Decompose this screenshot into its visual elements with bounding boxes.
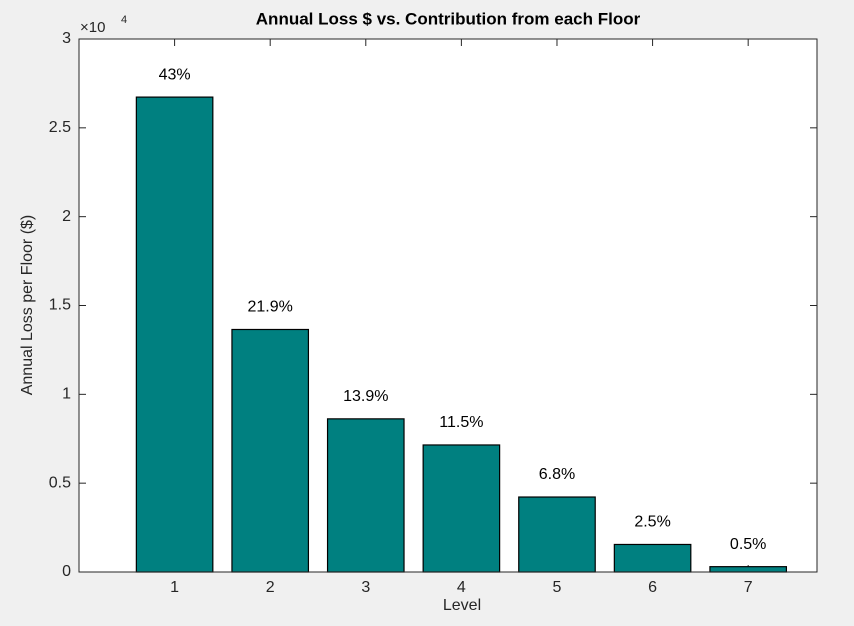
bar-annotation: 21.9%: [248, 299, 293, 316]
y-axis-label: Annual Loss per Floor ($): [19, 215, 36, 396]
y-tick-label: 1: [62, 386, 71, 403]
x-tick-label: 2: [266, 579, 275, 596]
chart-title: Annual Loss $ vs. Contribution from each…: [256, 9, 641, 28]
y-tick-label: 3: [62, 30, 71, 47]
x-tick-label: 3: [361, 579, 370, 596]
axes-box: [78, 38, 818, 573]
bar-annotation: 6.8%: [539, 466, 575, 483]
y-tick-label: 0: [62, 563, 71, 580]
bar: [613, 543, 692, 573]
bar: [326, 418, 405, 573]
bar: [518, 496, 596, 573]
y-tick-label: 2.5: [49, 119, 71, 136]
y-scale-label: ×10: [80, 19, 105, 36]
x-tick-label: 7: [744, 579, 753, 596]
bar-annotation: 13.9%: [343, 388, 388, 405]
bar: [231, 328, 310, 573]
x-axis-label: Level: [443, 597, 481, 614]
x-tick-label: 1: [170, 579, 179, 596]
bar: [709, 566, 788, 573]
x-tick-label: 5: [553, 579, 562, 596]
y-tick-label: 2: [62, 208, 71, 225]
bar-annotation: 2.5%: [634, 514, 670, 531]
y-tick-label: 1.5: [49, 297, 71, 314]
bar-annotation: 11.5%: [439, 414, 483, 431]
bar: [135, 96, 214, 573]
y-scale-exponent: 4: [121, 14, 127, 26]
bar-annotation: 0.5%: [730, 536, 766, 553]
bar-annotation: 43%: [159, 66, 191, 83]
x-tick-label: 6: [648, 579, 657, 596]
y-tick-label: 0.5: [49, 474, 71, 491]
bar: [422, 444, 501, 573]
x-tick-label: 4: [457, 579, 466, 596]
